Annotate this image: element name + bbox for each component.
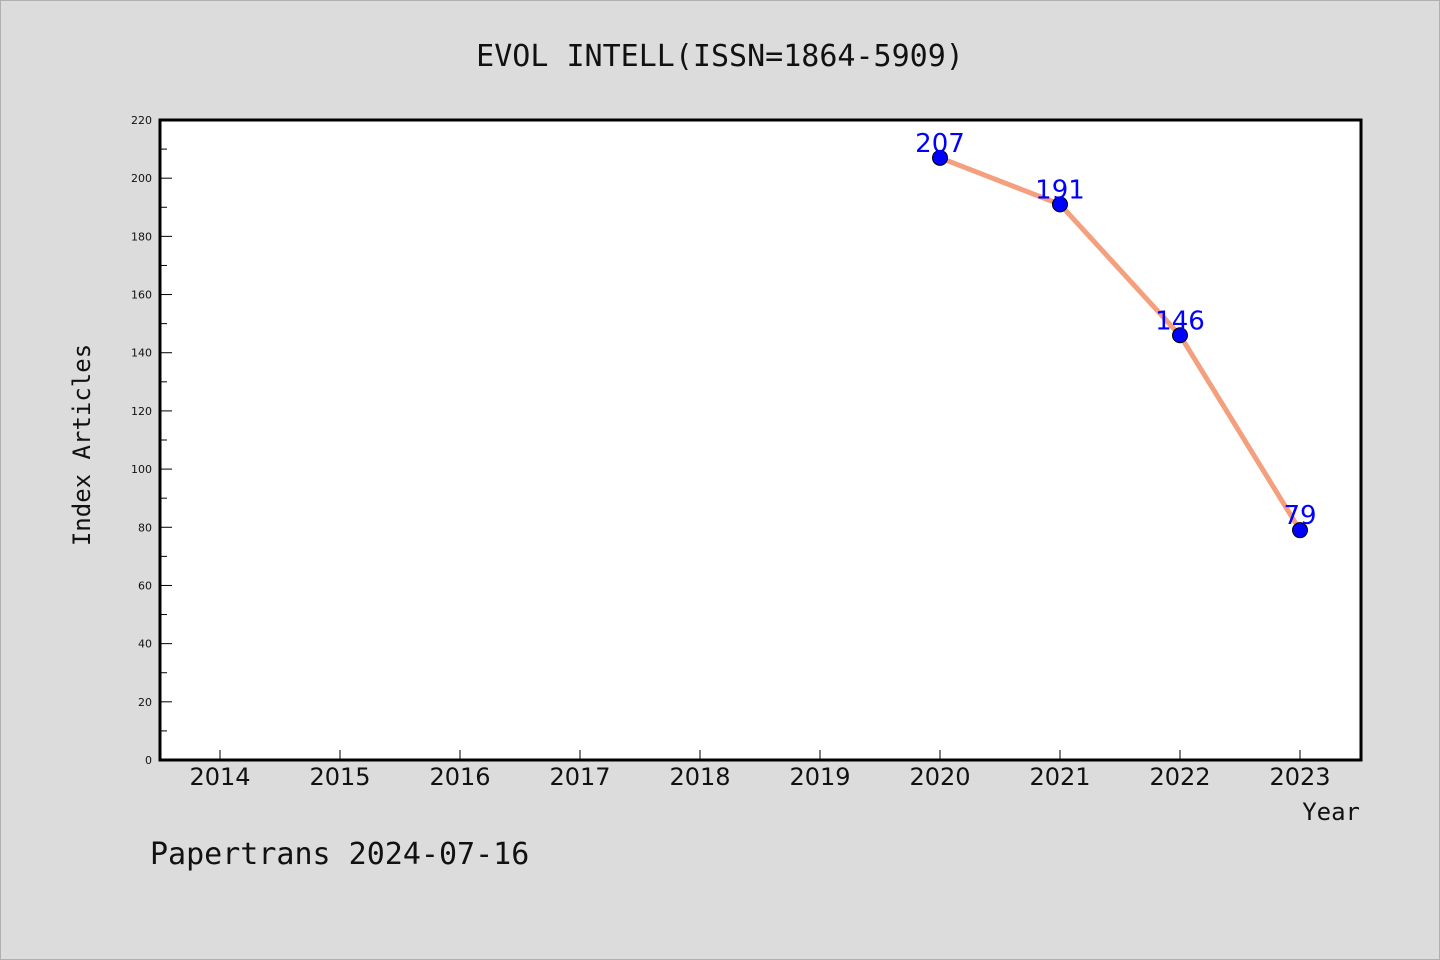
y-tick-label: 200	[131, 172, 152, 185]
x-axis-ticks: 2014 2015 2016 2017 2018 2019 2020 2021 2022 2023	[189, 750, 1331, 791]
y-tick-label: 20	[138, 696, 152, 709]
x-tick-label: 2023	[1269, 763, 1330, 791]
data-point	[932, 149, 948, 166]
y-tick-label: 100	[131, 463, 152, 476]
data-point	[1052, 196, 1068, 213]
y-tick-label: 80	[138, 521, 152, 534]
data-label: 191	[1035, 175, 1085, 205]
y-tick-label: 120	[131, 405, 152, 418]
data-point	[1292, 522, 1308, 539]
plot-area	[160, 120, 1361, 760]
x-tick-label: 2020	[909, 763, 970, 791]
x-tick-label: 2022	[1149, 763, 1210, 791]
y-tick-label: 0	[145, 754, 152, 767]
x-tick-label: 2018	[669, 763, 730, 791]
series-layer: 207 191 146 79	[915, 129, 1317, 539]
data-label: 79	[1283, 501, 1316, 531]
y-tick-label: 220	[131, 114, 152, 127]
x-tick-label: 2016	[429, 763, 490, 791]
x-tick-label: 2014	[189, 763, 250, 791]
y-tick-label: 180	[131, 230, 152, 243]
y-tick-label: 140	[131, 347, 152, 360]
y-tick-label: 160	[131, 289, 152, 302]
footer-watermark: Papertrans 2024-07-16	[150, 837, 529, 872]
plot-border	[158, 118, 1363, 762]
data-label: 207	[915, 129, 965, 159]
chart-title: EVOL INTELL(ISSN=1864-5909)	[476, 39, 964, 74]
y-axis-label: Index Articles	[68, 344, 96, 546]
y-axis-ticks: 0 20 40 60 80 100 120 140 160 180 200 220	[131, 114, 172, 767]
x-tick-label: 2015	[309, 763, 370, 791]
y-tick-label: 40	[138, 638, 152, 651]
x-tick-label: 2019	[789, 763, 850, 791]
x-tick-label: 2021	[1029, 763, 1090, 791]
x-tick-label: 2017	[549, 763, 610, 791]
data-point	[1172, 327, 1188, 344]
y-tick-label: 60	[138, 579, 152, 592]
series-line	[939, 155, 1303, 532]
data-label: 146	[1155, 306, 1205, 336]
x-axis-label: Year	[1302, 798, 1360, 826]
